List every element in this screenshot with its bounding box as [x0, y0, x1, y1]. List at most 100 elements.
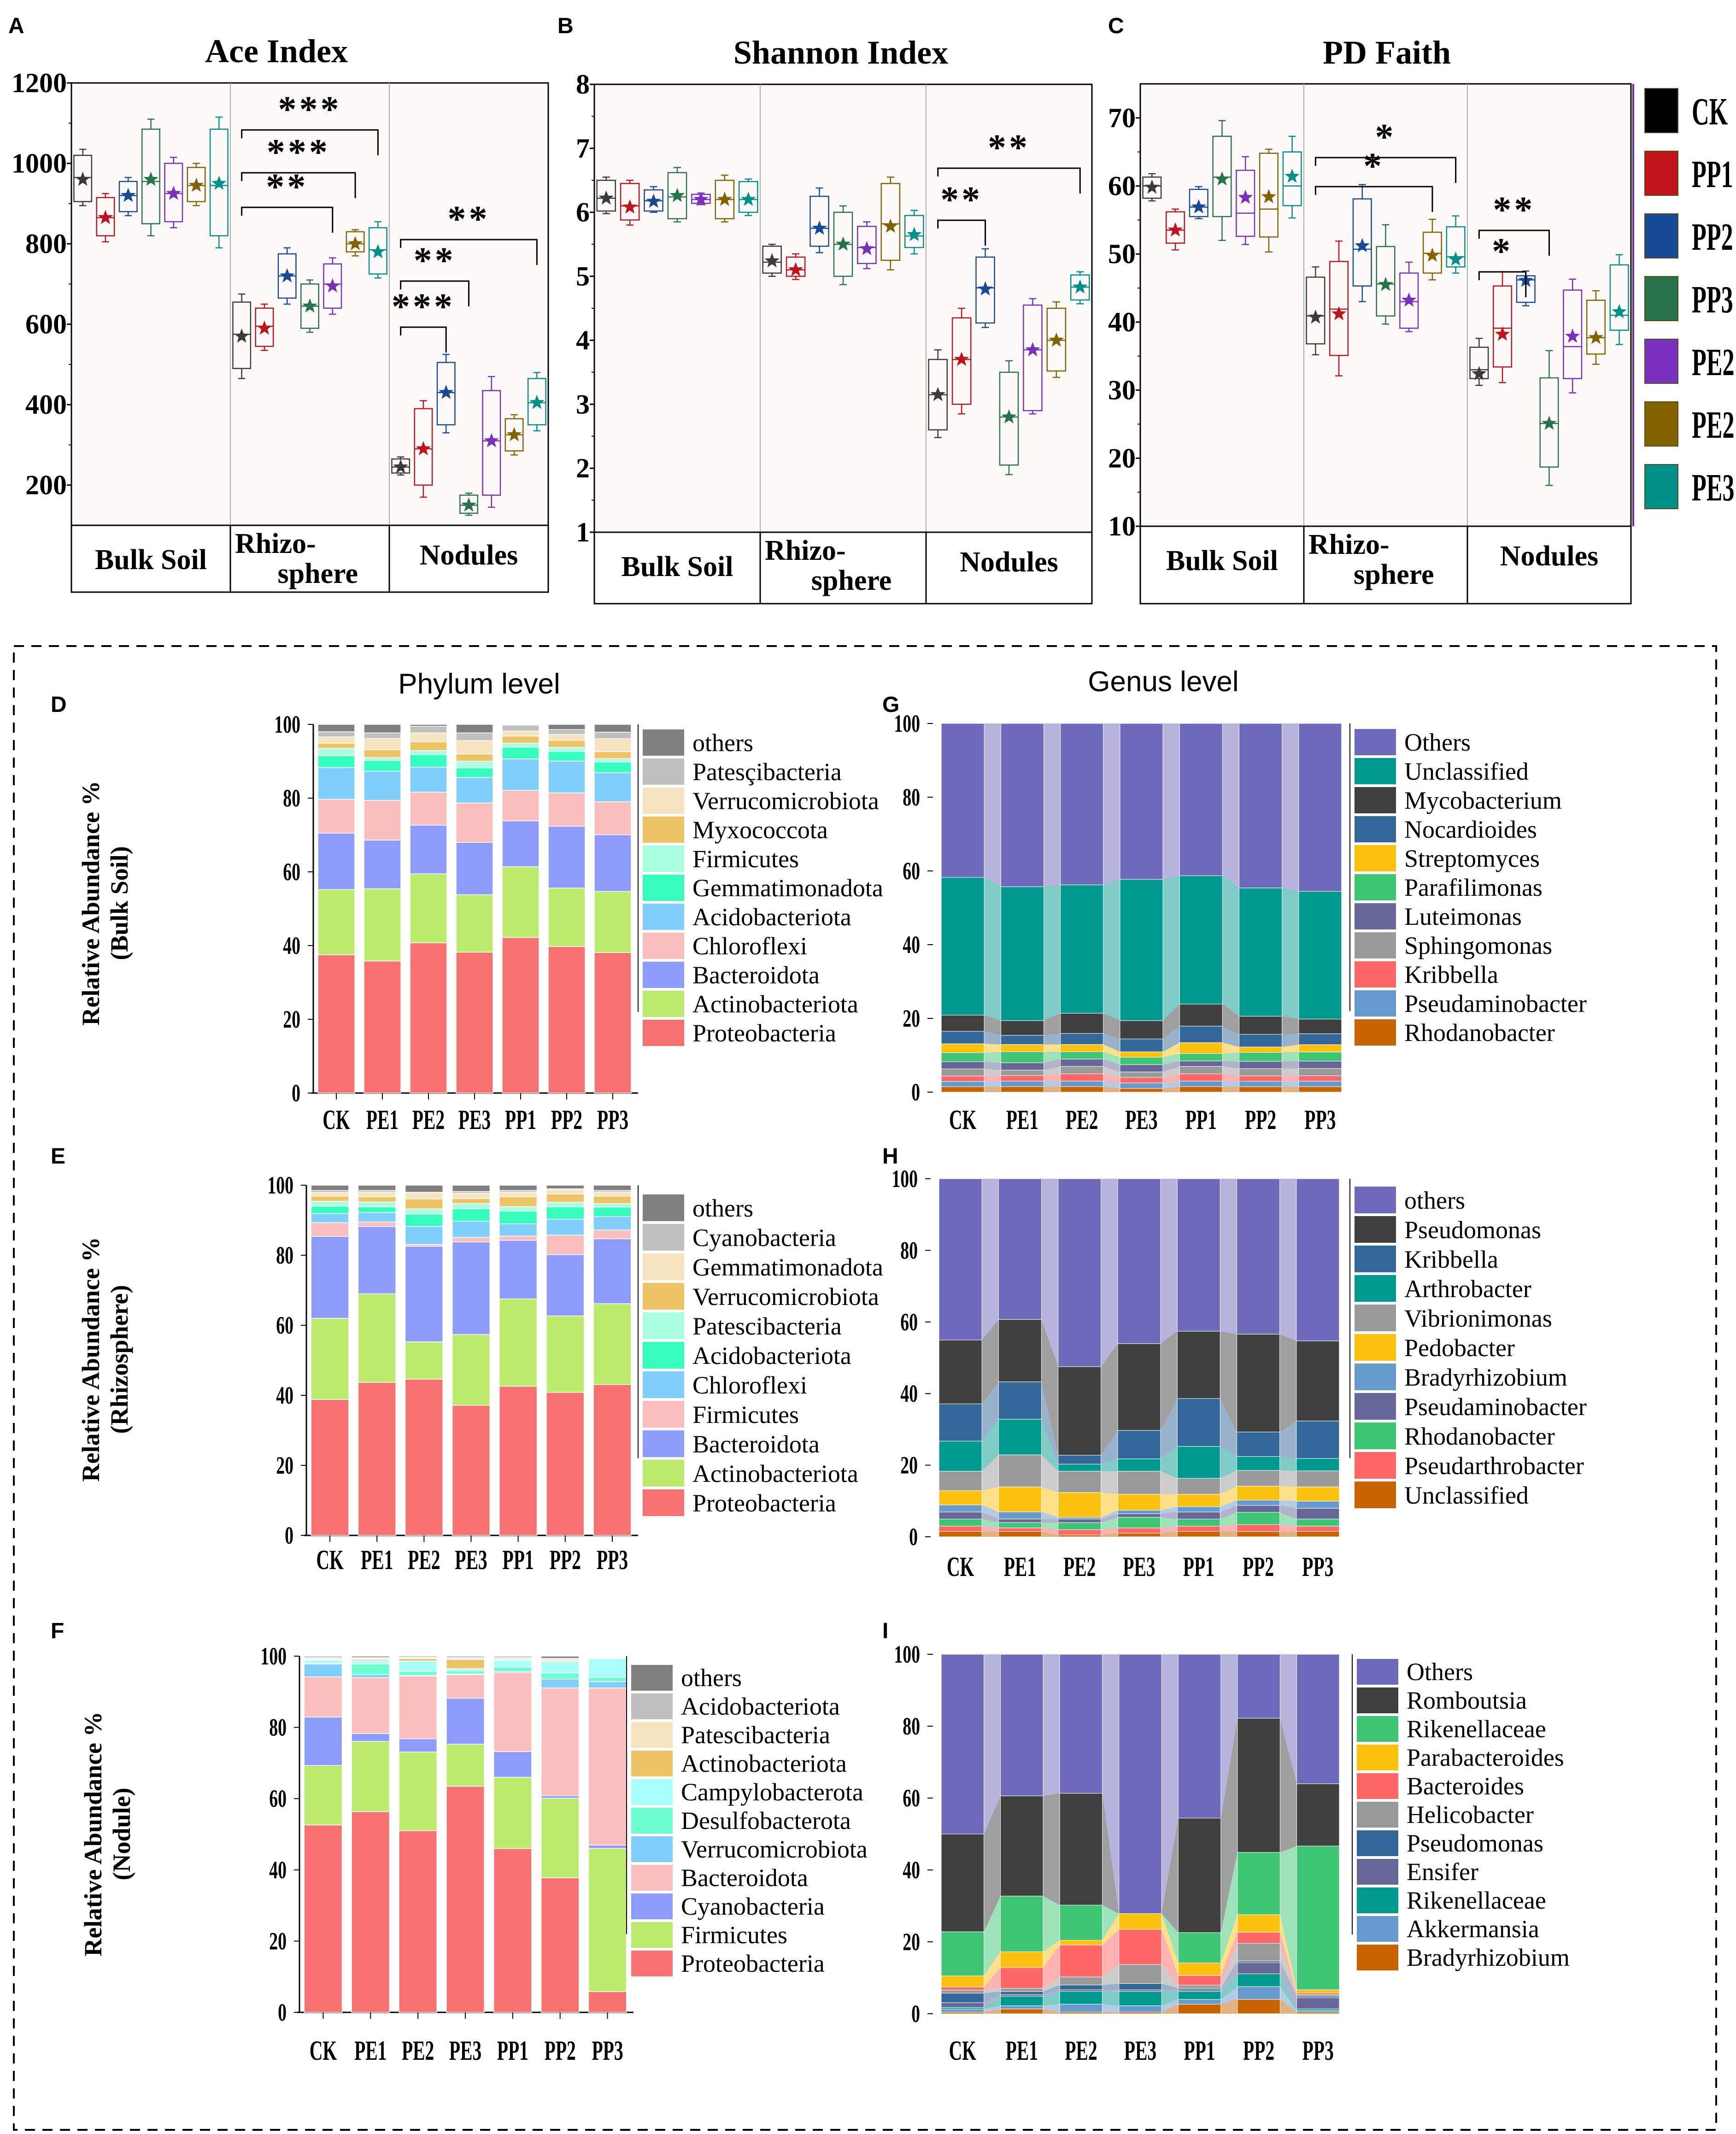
section-label-nodules: Nodules [1500, 541, 1599, 572]
significance-label: ** [414, 241, 456, 281]
bar-ck [304, 1656, 343, 2013]
bar-segment-parabacteroides [1059, 2004, 1103, 2013]
bar-segment-akkermansia [1178, 1988, 1221, 1990]
bar-segment-bacteroidota [593, 1238, 632, 1304]
alluvial-flow-bradyrhizobium [1161, 1818, 1179, 1933]
bar-segment-others [502, 724, 540, 726]
legend-swatch [1355, 845, 1396, 871]
alluvial-flow-mycobacterium [984, 1087, 1001, 1092]
bar-segment-mycobacterium [941, 1086, 985, 1093]
box-iqr [1023, 304, 1043, 412]
alluvial-flow-bradyrhizobium [1043, 1793, 1060, 1905]
legend-label: Others [1407, 1658, 1473, 1686]
bar-segment-vibrionimonas [1296, 1526, 1340, 1532]
legend-label: Chloroflexi [692, 932, 807, 960]
legend-label: Desulfobacterota [681, 1807, 851, 1834]
bar-segment-rikenellaceae [1000, 1951, 1044, 1968]
bar-segment-proteobacteria [304, 1824, 343, 2013]
bar-segment-others [410, 724, 447, 727]
y-tick-label: 600 [25, 309, 67, 340]
panel-label-b: B [557, 14, 574, 38]
bar-segment-ensifer [1178, 1932, 1221, 1964]
bar-segment-verrucomicrobiota [548, 734, 586, 741]
alluvial-flow-luteimonas [1282, 1061, 1299, 1069]
alluvial-flow-pseudarthrobacter [1101, 1430, 1118, 1464]
bar-segment-acidobacteriota [452, 1208, 491, 1222]
bar-segment-pseudomonas [1178, 1989, 1221, 1992]
bar-segment-acidobacteriota [410, 766, 447, 793]
bar-segment-rhodanobacter [1179, 1004, 1223, 1027]
bar-segment-verrucomicrobiota [546, 1193, 585, 1203]
box-iqr [620, 182, 640, 221]
legend-label: Rhodanobacter [1404, 1423, 1555, 1450]
alluvial-flow-rikenellaceae [1043, 1940, 1060, 1968]
bar-segment-chloroflexi [546, 1219, 585, 1236]
alluvial-flow-akkermansia [1102, 1983, 1119, 1990]
bar-segment-pedobacter [1237, 1470, 1280, 1487]
mean-star [1001, 409, 1017, 423]
bar-pe3 [1119, 1654, 1162, 2014]
y-tick-label: 40 [276, 1382, 293, 1409]
bar-segment-actinobacteriota [446, 1659, 485, 1669]
alluvial-flow-nocardioides [984, 1081, 1001, 1087]
alluvial-flow-pseudaminobacter [1044, 1033, 1061, 1045]
alluvial-flow-rhodanobacter [1222, 1004, 1239, 1035]
bar-segment-arthrobacter [1117, 1510, 1161, 1514]
alluvial-flow-others [1163, 723, 1180, 880]
legend-label: Pseudaminobacter [1404, 990, 1587, 1017]
significance-bracket [241, 172, 356, 198]
mean-star [302, 298, 317, 313]
legend-label: Verrucomicrobiota [681, 1835, 868, 1863]
alluvial-flow-helicobacter [1102, 1964, 1119, 1985]
bar-segment-proteobacteria [546, 1392, 585, 1536]
section-label-rhizosphere-1: Rhizo- [765, 535, 846, 566]
box-pp3 [459, 492, 478, 516]
phylum-rhizosphere-chart: 0 20 40 60 80 100 CK PE1 PE2 PE3 PP1 PP2 PP3 othersCy… [77, 1171, 883, 1575]
box-iqr [880, 182, 901, 261]
bar-segment-proteobacteria [311, 1399, 349, 1536]
bar-segment-bradyrhizobium [1000, 1795, 1044, 1897]
mean-star [1472, 366, 1487, 380]
bar-segment-bacteroidota [452, 1241, 491, 1335]
bar-segment-gemmatimonadota [594, 761, 632, 773]
legend-swatch [1355, 903, 1396, 929]
legend-swatch [643, 991, 684, 1017]
bar-segment-akkermansia [1296, 1996, 1340, 1998]
alluvial-flow-pseudomonas [1220, 1963, 1237, 1992]
panel-label-a: A [8, 14, 24, 38]
bar-segment-mycobacterium [1298, 1086, 1342, 1093]
alluvial-flow-romboutsia [1220, 1974, 1237, 1999]
legend-label: Acidobacteriota [692, 1342, 851, 1370]
legend-swatch [643, 1020, 684, 1046]
bar-segment-ensifer [1237, 1852, 1280, 1915]
legend-label: Parabacteroides [1407, 1744, 1564, 1771]
legend-swatch [643, 1194, 684, 1221]
alluvial-flow-helicobacter [984, 1988, 1001, 1993]
alluvial-flow-bradyrhizobium [1101, 1513, 1118, 1523]
legend-swatch [643, 933, 684, 959]
box-iqr [1609, 264, 1629, 331]
panel-label-d: D [51, 693, 67, 717]
bar-segment-pseudaminobacter [1298, 1033, 1342, 1045]
legend-swatch [643, 1460, 684, 1487]
alluvial-flow-pseudarthrobacter [1041, 1382, 1058, 1464]
bar-segment-parafilimonas [1060, 1066, 1104, 1074]
box-pe2 [1046, 301, 1067, 378]
bar-segment-cyanobacteria [493, 1751, 532, 1778]
box-ck [1469, 338, 1489, 386]
y-tick-label: 60 [1108, 171, 1136, 201]
bar-pe3 [1120, 723, 1163, 1093]
bar-segment-bacteroides [1000, 1967, 1044, 1989]
bar-segment-acidobacteriota [594, 772, 632, 802]
box-pp1 [255, 303, 274, 351]
alluvial-flow-pedobacter [1161, 1471, 1178, 1494]
x-tick-label: PE1 [361, 1545, 393, 1575]
bar-ck [938, 1178, 982, 1537]
bar-segment-pseudaminobacter [1237, 1512, 1280, 1525]
bar-segment-parabacteroides [1296, 2010, 1340, 2013]
bar-segment-others [304, 1656, 343, 1658]
box-pe2 [323, 257, 342, 315]
bar-pp3 [1298, 723, 1342, 1093]
alluvial-flow-nocardioides [1282, 1081, 1299, 1087]
bar-segment-kribbella [1000, 1044, 1044, 1052]
